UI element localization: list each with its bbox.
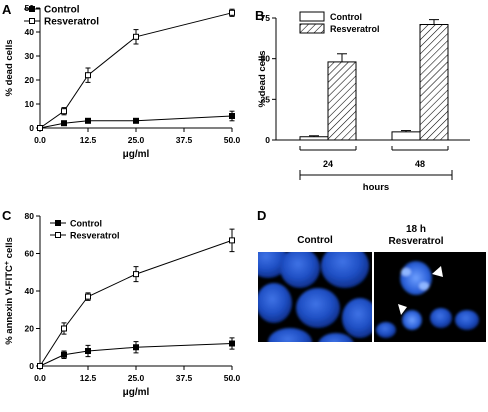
legend-marker xyxy=(29,18,35,24)
panel-a-chart: 010203040500.012.525.037.550.0μg/ml% dea… xyxy=(4,3,241,160)
arrowhead-marker xyxy=(432,266,443,277)
x-tick-label: 37.5 xyxy=(176,135,193,145)
x-axis-label: μg/ml xyxy=(123,149,150,160)
y-axis-label-superscript: + xyxy=(4,261,11,265)
y-tick-label: 25 xyxy=(261,94,271,104)
data-point xyxy=(61,325,67,332)
data-point xyxy=(133,117,139,124)
y-axis-label: % annexin V-FITC+ cells xyxy=(4,237,16,345)
data-point xyxy=(133,271,139,278)
y-axis-label: % dead cells xyxy=(257,50,268,107)
y-tick-label: 0 xyxy=(265,135,270,145)
panel-c-chart: 0 20 40 60 80 0.0 12.5 25.0 37.5 50.0 μg/ml % annex… xyxy=(4,211,241,398)
micrograph-control-title: Control xyxy=(297,235,333,246)
panel-letter-b: B xyxy=(255,8,264,23)
legend-label: Control xyxy=(70,219,102,229)
nucleus xyxy=(296,288,340,328)
data-point xyxy=(229,237,235,244)
micrograph-resveratrol-title: Resveratrol xyxy=(388,236,443,247)
legend-label: Resveratrol xyxy=(70,231,120,241)
x-tick-label: 37.5 xyxy=(176,373,193,383)
data-point xyxy=(133,344,139,351)
legend-swatch xyxy=(299,11,325,22)
chromatin-fragment xyxy=(401,268,411,276)
legend-label: Control xyxy=(330,12,362,22)
y-tick-label: 50 xyxy=(261,54,271,64)
y-tick-label: 0 xyxy=(29,123,34,133)
data-point xyxy=(229,9,235,16)
nucleus xyxy=(376,322,396,338)
x-tick-label: 0.0 xyxy=(34,135,46,145)
micrograph-control-image xyxy=(258,252,372,342)
condensed-nucleus xyxy=(400,261,432,295)
bar xyxy=(419,24,449,141)
nucleus xyxy=(280,252,320,288)
data-point xyxy=(61,120,67,127)
legend-label: Resveratrol xyxy=(44,17,99,28)
x-tick-label: 25.0 xyxy=(128,135,145,145)
bar xyxy=(391,131,421,141)
legend-label: Resveratrol xyxy=(330,24,380,34)
x-tick-label: 50.0 xyxy=(224,373,241,383)
nucleus xyxy=(455,310,479,330)
x-tick-label: 12.5 xyxy=(80,135,97,145)
nucleus xyxy=(342,298,372,338)
panel-b-chart: 0 25 50 75 % dead cells 24 48 hours Control Resve… xyxy=(257,11,470,193)
x-axis-label: μg/ml xyxy=(123,387,150,398)
panel-letter-d: D xyxy=(257,208,266,223)
y-tick-label: 20 xyxy=(25,324,35,334)
data-point xyxy=(61,351,67,358)
bar xyxy=(327,61,357,141)
data-point xyxy=(61,108,67,115)
legend-label: Control xyxy=(44,5,80,16)
x-tick-label: 12.5 xyxy=(80,373,97,383)
x-axis-label: hours xyxy=(363,182,389,193)
nucleus xyxy=(258,283,292,323)
category-label: 48 xyxy=(415,159,425,169)
condensed-nucleus xyxy=(402,310,422,330)
legend-swatch xyxy=(299,23,325,34)
data-point xyxy=(229,340,235,347)
panel-letter-a: A xyxy=(2,2,12,17)
legend-marker xyxy=(55,232,61,238)
x-tick-label: 0.0 xyxy=(34,373,46,383)
category-label: 24 xyxy=(323,159,333,169)
y-tick-label: 10 xyxy=(25,99,35,109)
y-tick-label: 20 xyxy=(25,75,35,85)
legend-marker xyxy=(55,220,61,226)
y-tick-label: 40 xyxy=(25,27,35,37)
y-tick-label: 80 xyxy=(25,211,35,221)
y-axis-label: % dead cells xyxy=(4,39,15,96)
bar xyxy=(299,136,329,141)
y-tick-label: 40 xyxy=(25,286,35,296)
y-tick-label: 0 xyxy=(29,361,34,371)
y-tick-label: 30 xyxy=(25,51,35,61)
legend-marker xyxy=(29,6,35,12)
arrowhead-marker xyxy=(398,304,407,315)
y-tick-label: 60 xyxy=(25,249,35,259)
data-point xyxy=(229,113,235,119)
x-tick-label: 25.0 xyxy=(128,373,145,383)
data-point xyxy=(85,117,91,124)
nucleus xyxy=(318,333,354,342)
data-point xyxy=(85,348,91,354)
nucleus xyxy=(268,328,312,342)
data-point xyxy=(133,33,139,40)
data-point xyxy=(37,125,43,131)
nucleus xyxy=(430,308,452,328)
data-point xyxy=(85,293,91,300)
micrograph-resveratrol-image xyxy=(374,252,486,342)
panel-letter-c: C xyxy=(2,208,12,223)
x-tick-label: 50.0 xyxy=(224,135,241,145)
panel-d-micrographs: Control 18 h Resveratrol xyxy=(258,224,486,342)
y-tick-label: 75 xyxy=(261,13,271,23)
nucleus xyxy=(321,252,369,288)
data-point xyxy=(37,363,43,369)
chromatin-fragment xyxy=(419,282,429,290)
micrograph-resveratrol-time: 18 h xyxy=(406,224,426,235)
data-point xyxy=(85,72,91,79)
